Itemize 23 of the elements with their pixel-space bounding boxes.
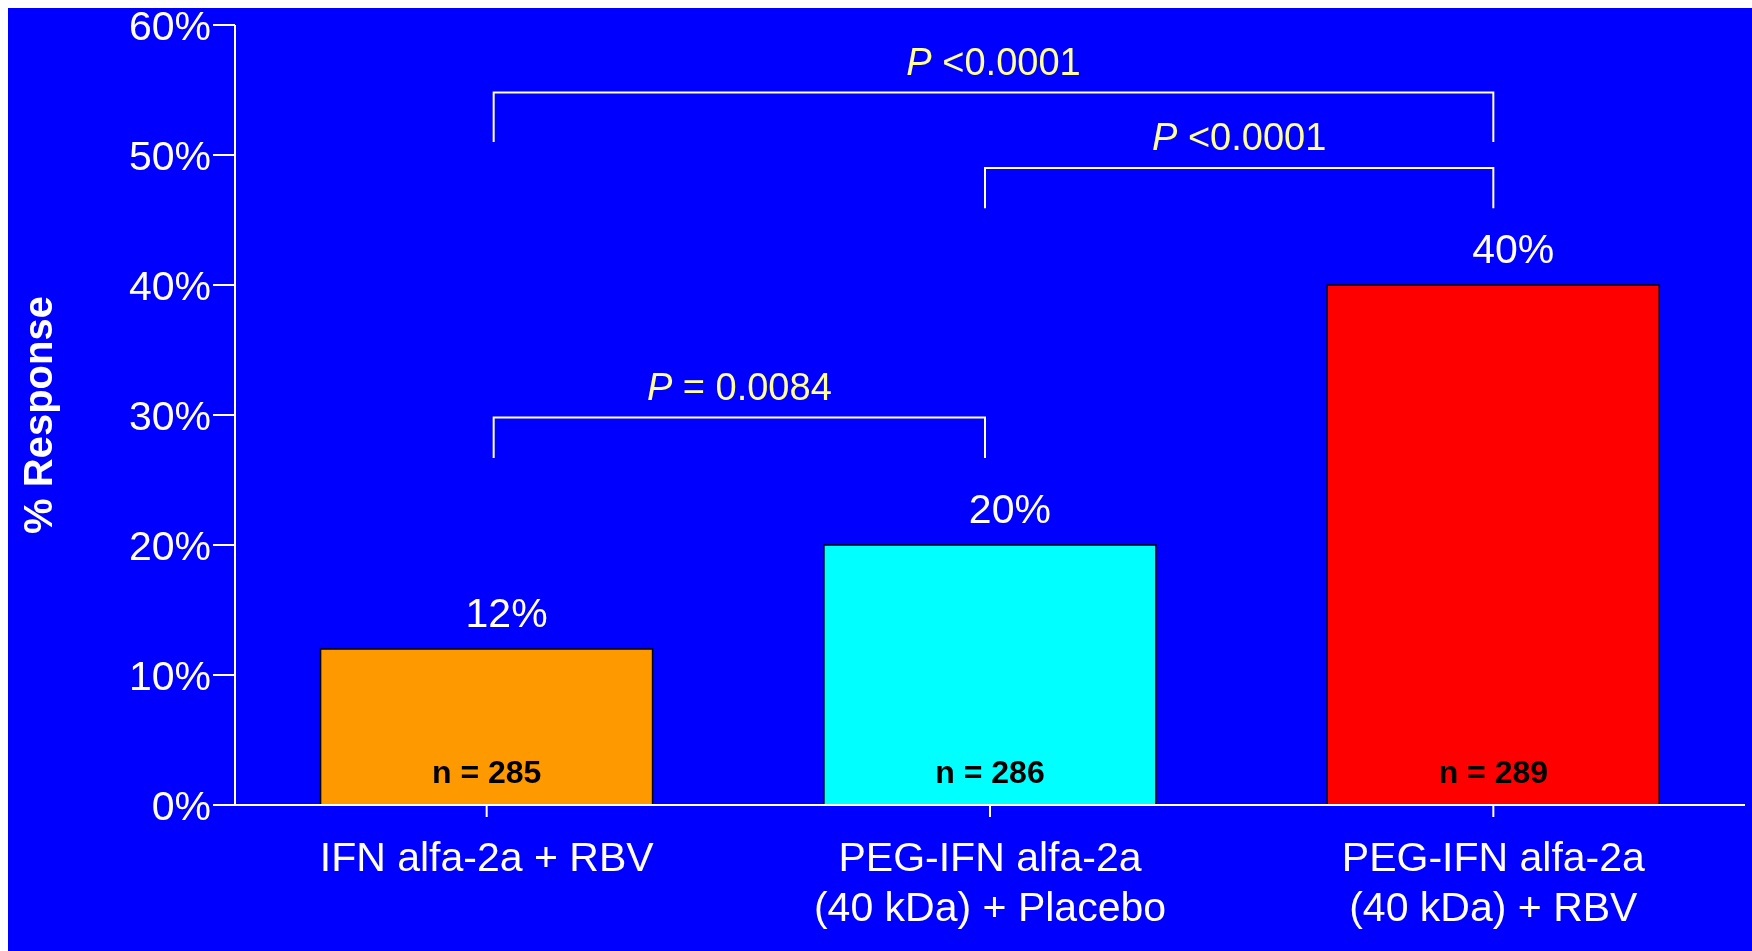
- annotation: n = 285: [431, 754, 542, 790]
- y-tick-label: 60%: [128, 2, 211, 49]
- data-label: 12%: [465, 590, 548, 636]
- x-tick-label: IFN alfa-2a + RBV: [319, 834, 655, 880]
- annotation: P <0.0001: [906, 40, 1081, 83]
- y-tick-label: 0%: [151, 782, 211, 829]
- data-label: 20%: [968, 486, 1051, 532]
- y-axis-title: % Response: [16, 296, 61, 534]
- y-tick-label: 10%: [128, 652, 211, 699]
- annotation: P <0.0001: [1151, 116, 1327, 158]
- bar: [1326, 284, 1660, 805]
- bar: [319, 648, 654, 805]
- annotation: n = 289: [1438, 754, 1549, 790]
- annotation: n = 286: [935, 754, 1045, 790]
- x-tick-label: PEG-IFN alfa-2a (40 kDa) + RBV: [1341, 834, 1646, 930]
- y-tick-label: 40%: [128, 262, 211, 309]
- annotation: P = 0.0084: [646, 365, 832, 408]
- bar: [823, 544, 1157, 805]
- x-tick-label: PEG-IFN alfa-2a (40 kDa) + Placebo: [813, 834, 1167, 930]
- y-tick-label: 50%: [128, 132, 211, 179]
- y-tick-label: 20%: [128, 522, 211, 569]
- y-tick-label: 30%: [128, 392, 211, 439]
- data-label: 40%: [1472, 226, 1555, 272]
